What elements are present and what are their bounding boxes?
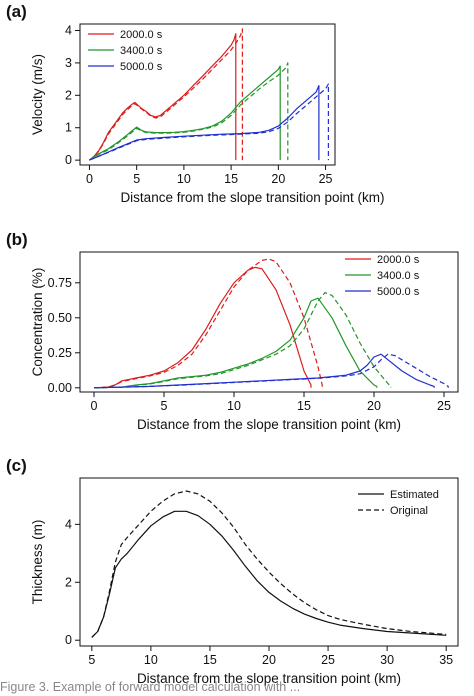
y-tick-label: 2 — [65, 88, 72, 102]
x-tick-label: 5 — [161, 399, 168, 413]
x-tick-label: 15 — [224, 172, 238, 186]
y-tick-label: 0 — [65, 153, 72, 167]
legend-entry: 5000.0 s — [377, 286, 420, 298]
series-line-2 — [91, 490, 447, 638]
x-tick-label: 10 — [227, 399, 241, 413]
y-tick-label: 2 — [65, 575, 72, 589]
x-tick-label: 15 — [203, 653, 217, 667]
x-tick-label: 10 — [177, 172, 191, 186]
y-tick-label: 0.00 — [48, 381, 72, 395]
y-tick-label: 0.25 — [48, 346, 72, 360]
plot-frame — [79, 23, 336, 166]
plot-frame — [79, 251, 459, 393]
plot-frame — [79, 477, 459, 647]
y-tick-label: 0 — [65, 633, 72, 647]
series-line-4 — [93, 292, 392, 389]
y-tick-label: 0.75 — [48, 276, 72, 290]
x-tick-label: 5 — [133, 172, 140, 186]
x-axis-label: Distance from the slope transition point… — [137, 671, 401, 686]
series-line-1 — [89, 33, 237, 161]
y-tick-label: 4 — [65, 23, 72, 37]
x-tick-label: 30 — [380, 653, 394, 667]
series-line-5 — [89, 84, 320, 161]
panel-3: (c) 5 10 15 20 25 30 35 0 2 4 Distance from the slo… — [6, 456, 459, 686]
legend-entry: 3400.0 s — [377, 270, 420, 282]
series-line-4 — [89, 62, 289, 161]
legend-entry: 3400.0 s — [120, 45, 163, 57]
panel-label: (b) — [6, 230, 28, 249]
x-tick-label: 15 — [297, 399, 311, 413]
x-tick-label: 5 — [88, 653, 95, 667]
y-tick-label: 3 — [65, 56, 72, 70]
series-line-3 — [93, 297, 378, 389]
series-line-2 — [89, 28, 243, 161]
x-tick-label: 35 — [439, 653, 453, 667]
series-line-6 — [93, 353, 449, 389]
series-line-5 — [93, 353, 435, 389]
panel-2: (b) 0 5 10 15 20 25 0.00 0.25 0.50 0.75 Distance fr… — [6, 230, 459, 432]
x-tick-label: 25 — [437, 399, 451, 413]
series-line-1 — [91, 510, 447, 638]
panel-label: (a) — [6, 2, 27, 21]
y-axis-label: Velocity (m/s) — [30, 54, 45, 135]
x-tick-label: 20 — [262, 653, 276, 667]
y-axis-label: Thickness (m) — [30, 520, 45, 605]
panel-1: (a) 0 5 10 15 20 25 0 1 2 3 4 Distance from the slop… — [6, 2, 385, 205]
y-tick-label: 4 — [65, 517, 72, 531]
legend-entry: 2000.0 s — [120, 29, 163, 41]
x-tick-label: 20 — [367, 399, 381, 413]
x-axis-label: Distance from the slope transition point… — [137, 417, 401, 432]
x-tick-label: 10 — [144, 653, 158, 667]
series-line-2 — [93, 258, 323, 389]
figure-caption: Figure 3. Example of forward model calcu… — [0, 680, 300, 694]
legend-entry: 5000.0 s — [120, 61, 163, 73]
legend-entry: Original — [390, 505, 428, 517]
x-tick-label: 0 — [86, 172, 93, 186]
legend-entry: 2000.0 s — [377, 254, 420, 266]
legend-entry: Estimated — [390, 489, 439, 501]
series-line-3 — [89, 65, 281, 161]
series-line-6 — [89, 83, 329, 161]
panel-label: (c) — [6, 456, 27, 475]
x-axis-label: Distance from the slope transition point… — [120, 190, 384, 205]
y-tick-label: 1 — [65, 121, 72, 135]
x-tick-label: 0 — [91, 399, 98, 413]
x-tick-label: 20 — [271, 172, 285, 186]
x-tick-label: 25 — [319, 172, 333, 186]
y-axis-label: Concentration (%) — [30, 268, 45, 377]
y-tick-label: 0.50 — [48, 311, 72, 325]
x-tick-label: 25 — [321, 653, 335, 667]
series-line-1 — [93, 266, 312, 389]
